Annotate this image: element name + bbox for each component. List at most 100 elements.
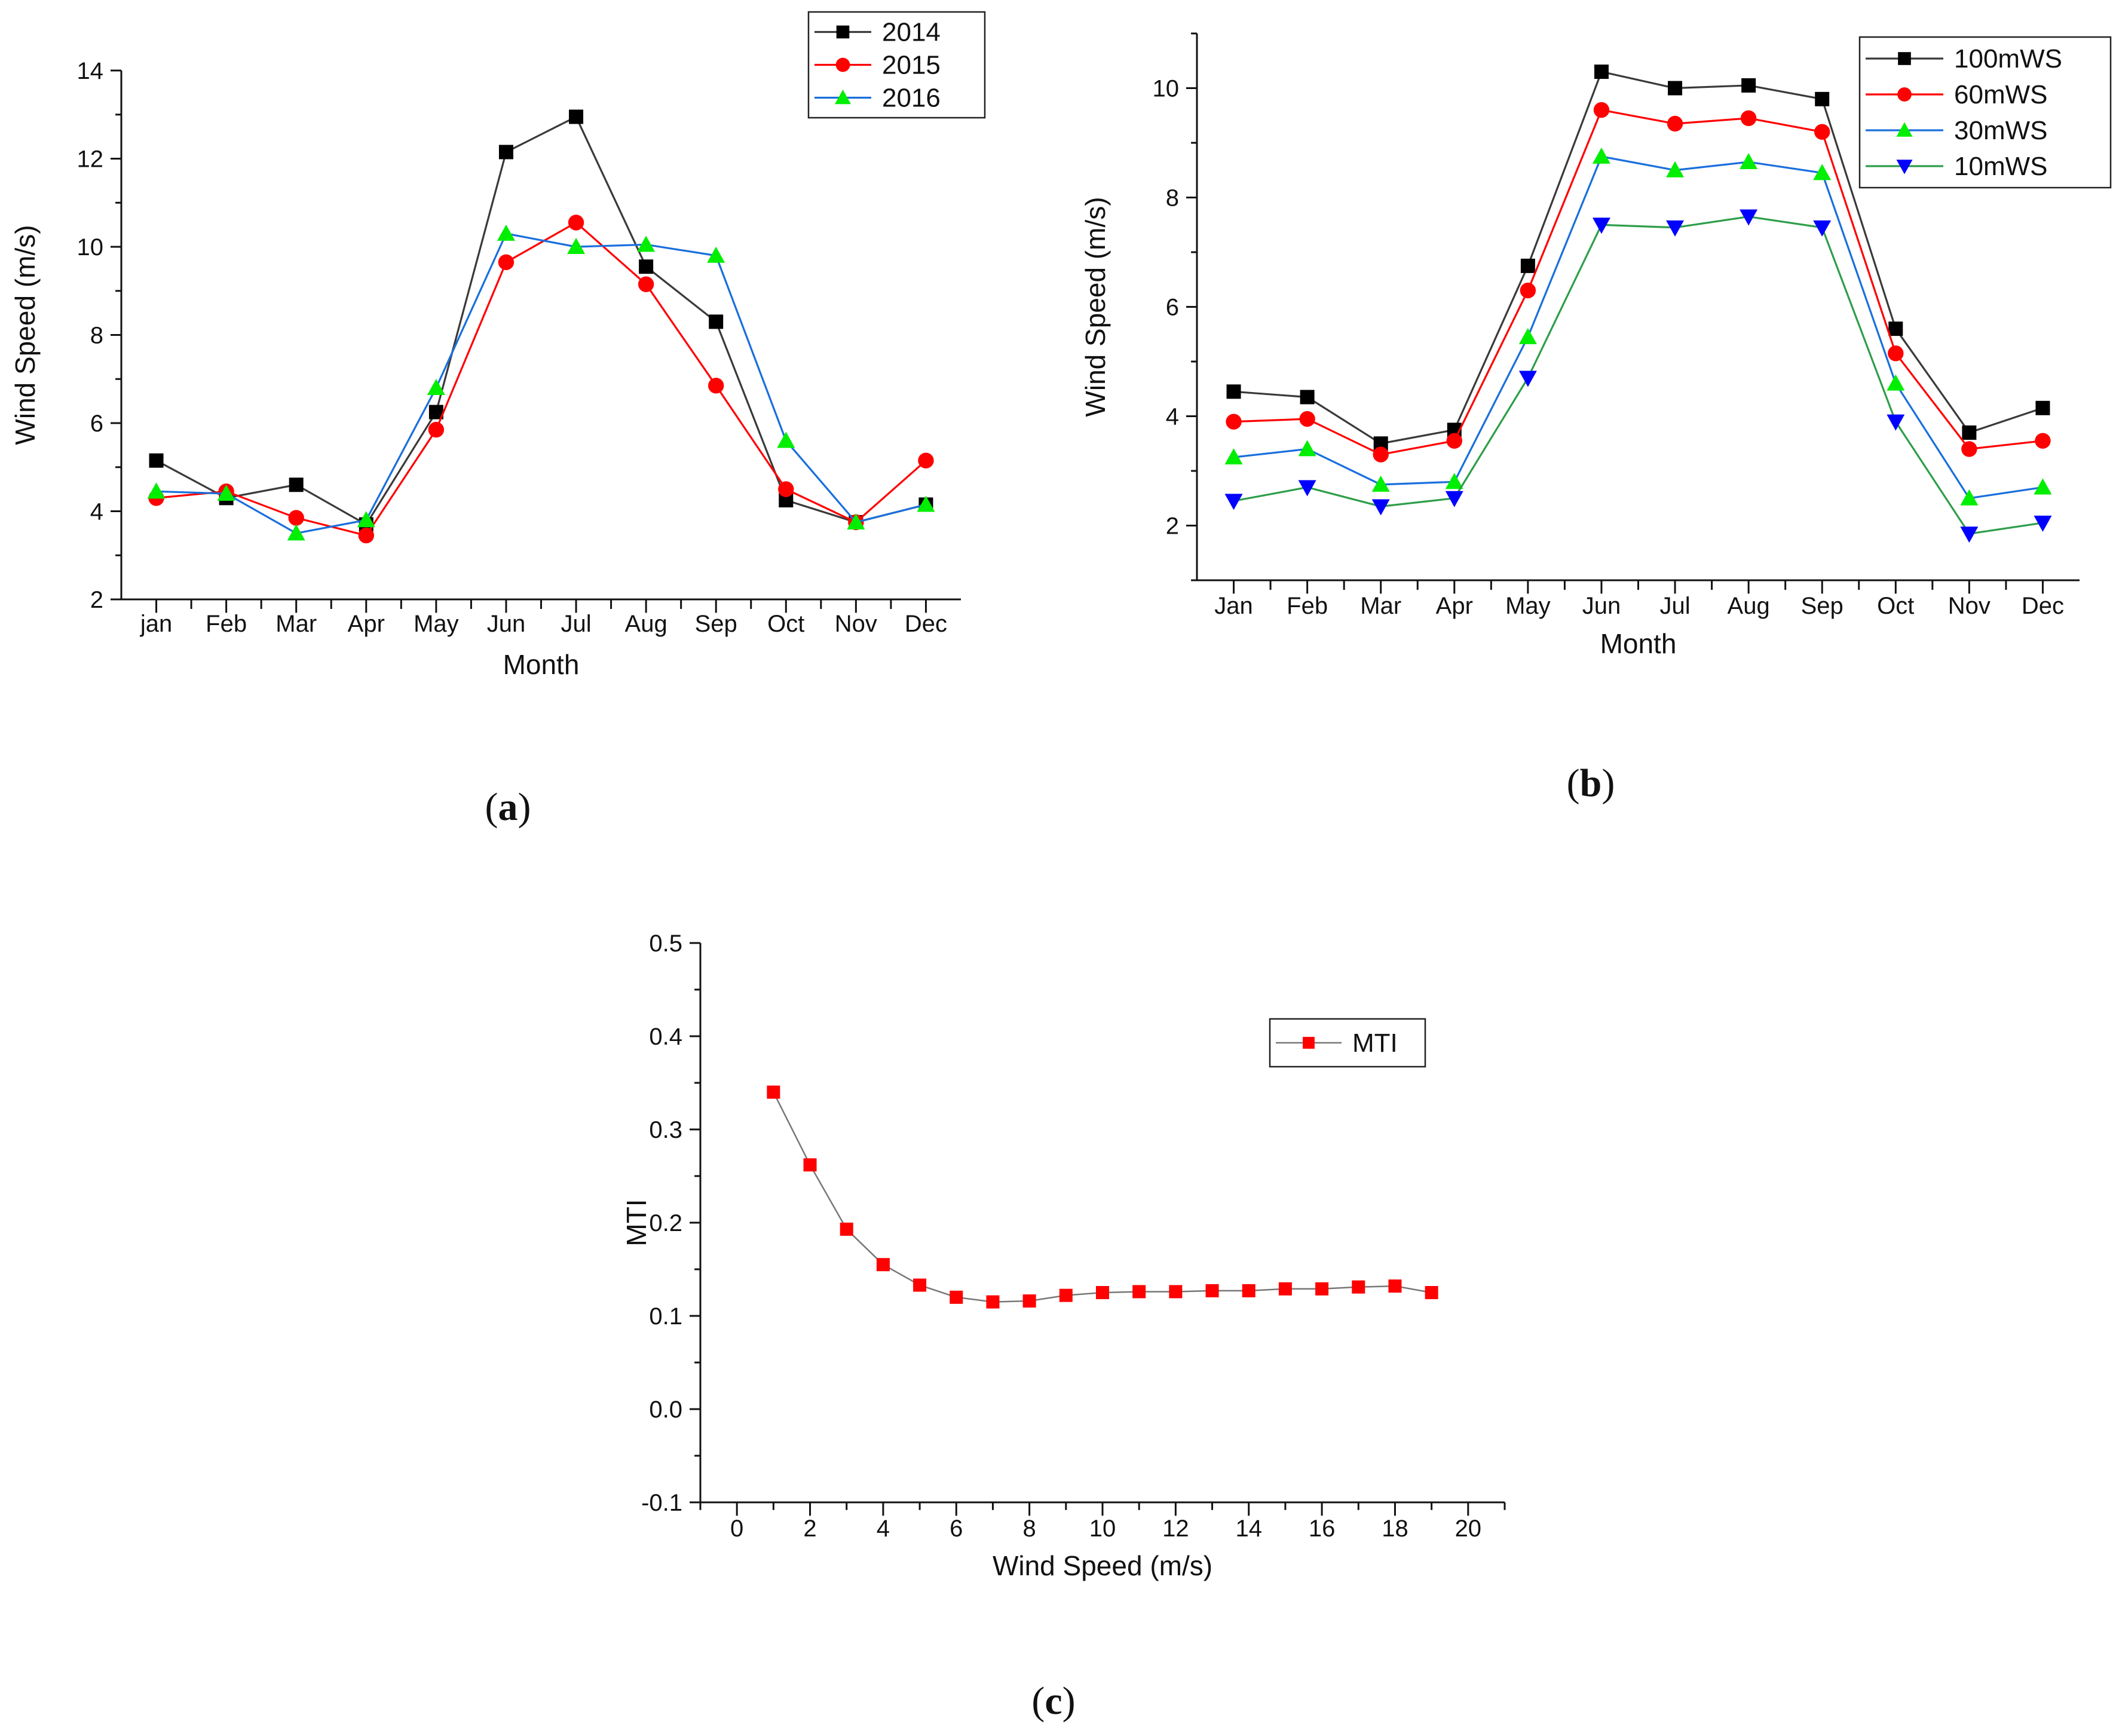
data-point-2014: [498, 145, 513, 160]
x-tick-label: Jul: [1659, 593, 1690, 619]
x-tick-label: Aug: [625, 611, 667, 637]
data-point-2016: [427, 379, 445, 395]
legend-marker-60mWS: [1897, 87, 1912, 102]
y-tick-label: 0.2: [649, 1210, 682, 1236]
series-line-2015: [156, 221, 927, 537]
x-tick-label: Dec: [2022, 593, 2064, 619]
data-point-60mWS: [1888, 345, 1904, 362]
data-point-100mWS: [1300, 390, 1315, 405]
y-tick-label: 10: [1153, 76, 1180, 102]
x-tick-label: Dec: [905, 611, 947, 637]
data-point-2016: [847, 513, 865, 529]
x-tick-label: 18: [1382, 1515, 1408, 1542]
data-point-2015: [778, 481, 794, 497]
x-tick-label: jan: [140, 611, 172, 637]
panel-label-a: (a): [485, 785, 531, 829]
data-point-2016: [637, 235, 656, 252]
x-tick-label: Oct: [767, 611, 804, 637]
y-tick-label: 8: [1166, 185, 1179, 212]
data-point-30mWS: [1592, 147, 1610, 164]
y-tick-label: 12: [77, 146, 104, 173]
data-point-60mWS: [1446, 433, 1462, 449]
chart-a: 2 4 6 8 10 12 14 jan Feb Mar Apr May Jun Jul Aug Sep Oct…: [10, 11, 986, 680]
data-point-MTI: [1169, 1285, 1183, 1299]
legend-label-100mWS: 100mWS: [1954, 44, 2062, 74]
series-line-10mWS: [1233, 215, 2043, 535]
data-point-100mWS: [1888, 322, 1903, 336]
legend-marker-2016: [835, 90, 851, 105]
x-axis-title: Month: [503, 649, 580, 680]
data-point-2016: [147, 482, 166, 499]
data-point-2015: [638, 276, 654, 292]
x-tick-label: Mar: [1360, 593, 1401, 619]
series-line-MTI: [773, 1092, 1432, 1303]
data-point-100mWS: [1226, 384, 1241, 399]
x-tick-label: Mar: [275, 611, 317, 637]
x-axis-title: Month: [1600, 628, 1677, 659]
chart-c: -0.1 0.0 0.1 0.2 0.3 0.4 0.5 0 2 4 6 8 10 12 14 16 18 20 W…: [621, 930, 1506, 1581]
x-tick-label: Nov: [835, 611, 877, 637]
data-point-MTI: [767, 1085, 780, 1099]
data-point-2014: [569, 109, 584, 124]
x-tick-label: Jun: [487, 611, 526, 637]
legend-label-2016: 2016: [882, 84, 941, 113]
data-point-2015: [358, 527, 374, 544]
data-point-100mWS: [1520, 258, 1535, 273]
y-tick-label: 4: [1166, 404, 1179, 430]
data-point-10mWS: [1224, 494, 1243, 510]
x-tick-label: 4: [877, 1515, 890, 1542]
chart-b: 2 4 6 8 10 Jan Feb Mar Apr May Jun Jul Aug Sep Oct Nov D…: [1080, 32, 2112, 659]
data-point-2016: [217, 485, 235, 501]
data-point-MTI: [1278, 1282, 1292, 1296]
y-tick-label: 0.5: [649, 930, 682, 957]
data-point-MTI: [1132, 1285, 1146, 1299]
data-point-10mWS: [1740, 209, 1758, 226]
x-tick-label: 14: [1235, 1515, 1262, 1542]
data-point-60mWS: [1226, 414, 1242, 430]
y-tick-label: 14: [77, 58, 104, 84]
data-point-2016: [497, 224, 515, 241]
data-point-2015: [288, 510, 304, 526]
series-line-2016: [156, 232, 926, 534]
legend-label-60mWS: 60mWS: [1954, 80, 2047, 109]
data-point-2015: [918, 452, 934, 469]
x-tick-label: Sep: [695, 611, 737, 637]
data-point-MTI: [1242, 1284, 1255, 1297]
data-point-MTI: [876, 1258, 890, 1272]
x-tick-label: Sep: [1801, 593, 1844, 619]
data-point-30mWS: [1740, 153, 1758, 170]
data-point-10mWS: [1518, 371, 1537, 387]
y-tick-label: 6: [1166, 295, 1179, 321]
y-tick-label: 0.4: [649, 1024, 682, 1050]
x-tick-label: 2: [803, 1515, 816, 1542]
data-point-2016: [917, 495, 935, 512]
data-point-100mWS: [2035, 400, 2050, 415]
y-tick-label: -0.1: [641, 1490, 682, 1516]
data-point-10mWS: [1371, 499, 1390, 516]
data-point-2014: [639, 259, 654, 274]
data-point-MTI: [1315, 1282, 1329, 1296]
data-point-2014: [149, 453, 164, 468]
data-point-MTI: [1205, 1284, 1219, 1297]
y-tick-label: 0.3: [649, 1117, 682, 1143]
data-point-100mWS: [1594, 65, 1609, 79]
data-point-2014: [289, 477, 304, 492]
data-point-60mWS: [1520, 282, 1536, 299]
y-axis-title: Wind Speed (m/s): [10, 225, 41, 445]
x-tick-label: 12: [1162, 1515, 1189, 1542]
x-tick-label: Jul: [561, 611, 591, 637]
x-tick-label: Jun: [1582, 593, 1621, 619]
data-point-10mWS: [1887, 414, 1905, 431]
x-tick-label: Feb: [206, 611, 247, 637]
legend-label-2014: 2014: [882, 18, 941, 47]
data-point-30mWS: [1445, 473, 1463, 489]
data-point-100mWS: [1962, 425, 1977, 440]
x-tick-label: 6: [950, 1515, 963, 1542]
data-point-MTI: [1059, 1288, 1073, 1302]
data-point-60mWS: [1740, 110, 1757, 127]
legend-label-30mWS: 30mWS: [1954, 116, 2047, 145]
x-tick-label: 20: [1455, 1515, 1482, 1542]
data-point-10mWS: [1960, 526, 1979, 543]
data-point-60mWS: [1593, 102, 1610, 118]
